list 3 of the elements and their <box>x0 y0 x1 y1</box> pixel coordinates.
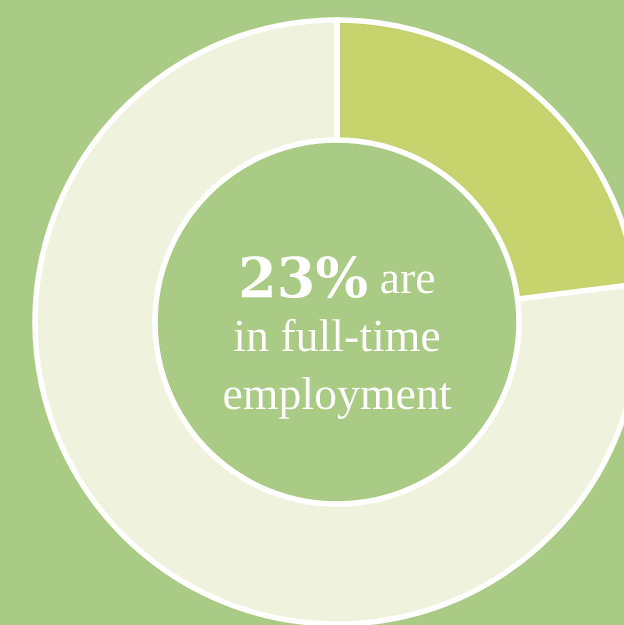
text: employment <box>224 377 452 419</box>
text: 23% are <box>242 256 434 298</box>
text: in full-time <box>234 318 440 352</box>
